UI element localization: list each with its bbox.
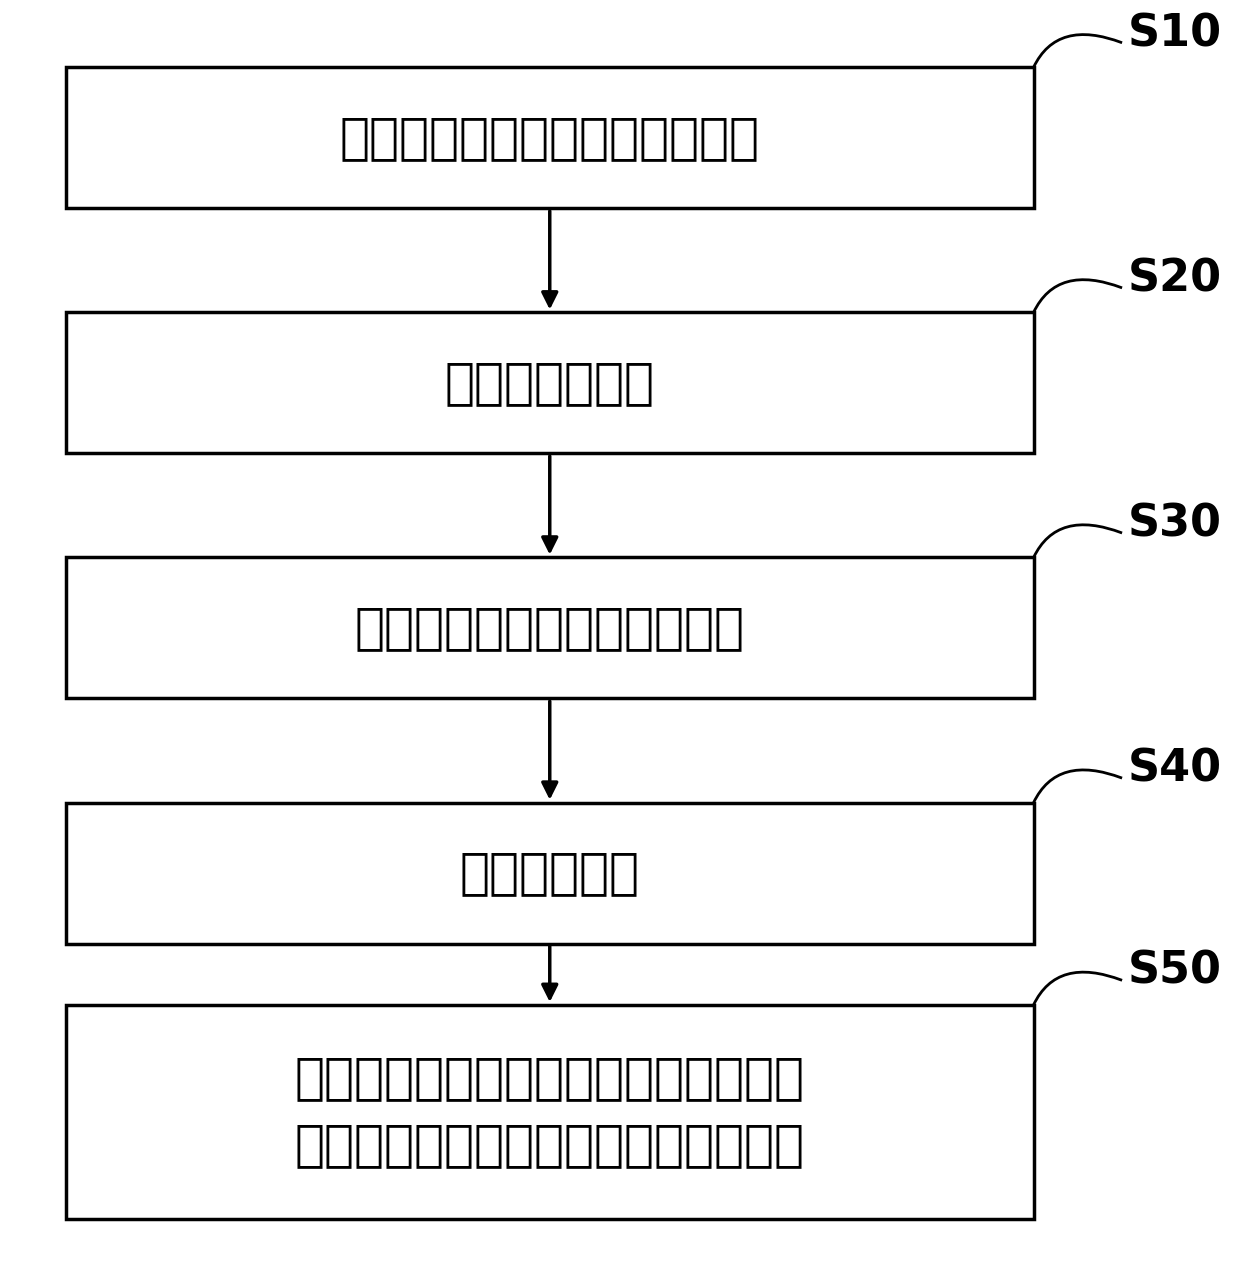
- Bar: [66, 1005, 1034, 1219]
- Bar: [66, 67, 1034, 208]
- Text: 设置复制线段数量以及复制间距: 设置复制线段数量以及复制间距: [340, 114, 760, 162]
- Text: 根据复制方向、线段参数、复制线段数
量以及复制间距对待复制线段进行外扩: 根据复制方向、线段参数、复制线段数 量以及复制间距对待复制线段进行外扩: [295, 1055, 805, 1170]
- Text: 获取待复制线段: 获取待复制线段: [445, 359, 655, 407]
- Text: S40: S40: [1128, 748, 1223, 791]
- Text: S30: S30: [1128, 503, 1221, 546]
- Text: S50: S50: [1128, 950, 1221, 993]
- Bar: [66, 312, 1034, 453]
- Bar: [66, 802, 1034, 943]
- Text: 获取复制方向: 获取复制方向: [460, 849, 640, 897]
- Text: S10: S10: [1128, 13, 1223, 56]
- Text: S20: S20: [1128, 258, 1223, 301]
- Text: 根据待复制线段确定线段参数: 根据待复制线段确定线段参数: [355, 604, 745, 652]
- Bar: [66, 557, 1034, 698]
